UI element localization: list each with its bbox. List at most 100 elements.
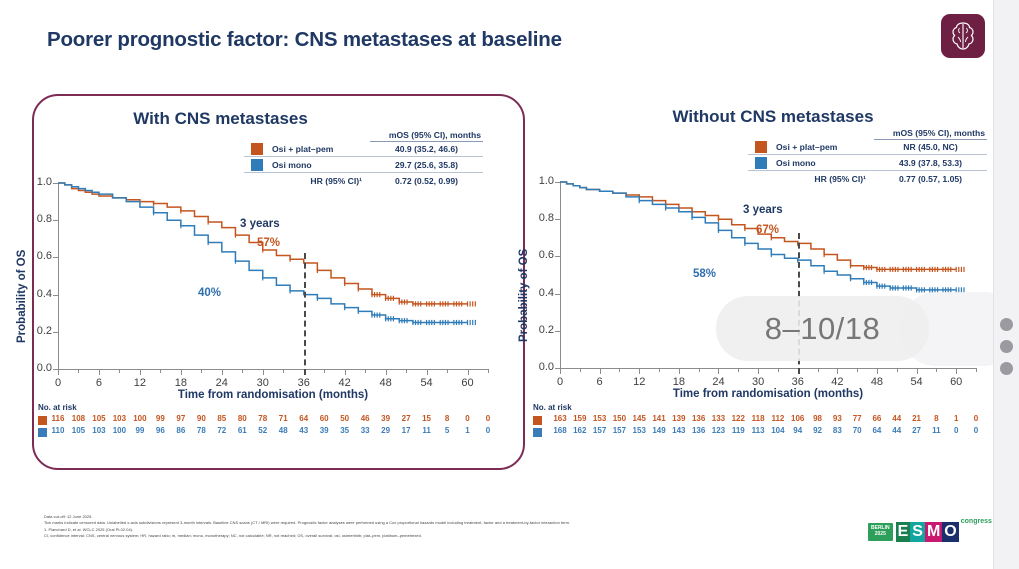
esmo-letter-o: O <box>942 522 959 542</box>
x-axis-tick-label: 54 <box>910 376 923 388</box>
y-axis-tick-label: 0.0 <box>538 361 554 373</box>
risk-value: 143 <box>672 426 686 435</box>
x-axis-tick-label: 12 <box>633 376 646 388</box>
risk-value: 77 <box>852 414 862 423</box>
risk-value: 136 <box>691 414 706 423</box>
risk-row-osi-mono: 110 105 103 100 99 96 86 78 72 61 52 48 43 39 35 33 29 17… <box>38 426 508 438</box>
risk-value: 5 <box>444 426 450 435</box>
y-axis-tick-label: 0.8 <box>36 213 52 226</box>
legend-label-osi-mono: Osi mono <box>270 156 370 173</box>
rail-dot[interactable] <box>1000 362 1013 375</box>
risk-value: 106 <box>791 414 805 423</box>
risk-value: 93 <box>832 414 842 423</box>
risk-value: 108 <box>71 414 86 423</box>
risk-value: 64 <box>299 414 309 423</box>
legend-table-left: mOS (95% CI), months Osi + plat–pem 40.9… <box>244 128 483 188</box>
x-axis-tick-mark-major <box>139 369 141 375</box>
risk-value: 46 <box>360 414 370 423</box>
esmo-letter-e: E <box>895 522 911 542</box>
risk-value: 61 <box>237 426 247 435</box>
y-axis-tick-mark <box>555 219 560 221</box>
risk-table-left: No. at risk 116 108 105 103 100 99 97 90 85 80 78 7… <box>38 403 508 438</box>
y-axis-tick-label: 0.8 <box>538 212 554 225</box>
y-axis-tick-label: 0.6 <box>36 250 52 263</box>
risk-value: 153 <box>592 414 607 423</box>
brain-icon <box>941 14 985 58</box>
risk-value: 122 <box>731 414 745 423</box>
x-axis-tick-mark-major <box>639 368 641 374</box>
esmo-city: BERLIN <box>871 525 890 532</box>
risk-value: 118 <box>751 414 765 423</box>
y-axis-tick-label: 0.0 <box>36 362 52 374</box>
three-years-label: 3 years <box>743 204 783 216</box>
risk-value: 15 <box>422 414 432 423</box>
y-axis-tick-mark <box>555 256 560 258</box>
x-axis-tick-label: 0 <box>54 377 62 389</box>
plot-area-left: Probability of OS Time from randomisatio… <box>16 176 489 401</box>
risk-value: 99 <box>155 414 165 423</box>
risk-value: 39 <box>319 426 329 435</box>
rail-dot[interactable] <box>1000 340 1013 353</box>
risk-value: 70 <box>852 426 862 435</box>
x-axis-tick-mark-major <box>180 369 182 375</box>
risk-value: 103 <box>92 426 106 435</box>
x-axis-tick-mark-minor <box>160 369 162 373</box>
x-axis-tick-mark-major <box>876 368 878 374</box>
x-axis-tick-mark-minor <box>936 368 938 372</box>
esmo-letter-m: M <box>924 522 943 542</box>
x-axis-tick-mark-minor <box>896 368 898 372</box>
right-scroll-rail[interactable] <box>993 0 1019 569</box>
esmo-suffix: congress <box>960 518 992 525</box>
risk-value: 0 <box>485 414 491 423</box>
x-axis-tick-label: 42 <box>338 377 351 389</box>
y-axis-tick-label: 0.6 <box>538 249 554 262</box>
hr-label: HR (95% CI)¹ <box>774 170 874 186</box>
risk-value: 104 <box>771 426 785 435</box>
x-axis-tick-mark-minor <box>201 369 203 373</box>
risk-row-osi-plat-pem: 163 159 153 150 145 141 139 136 133 122 118 112 106 9… <box>533 414 993 426</box>
legend-value-osi-plat-pem: 40.9 (35.2, 46.6) <box>370 141 483 157</box>
risk-value: 0 <box>465 414 470 423</box>
x-axis-tick-mark-major <box>916 368 918 374</box>
risk-value: 90 <box>196 414 206 423</box>
y-axis-tick-mark <box>53 294 58 296</box>
risk-value: 94 <box>793 426 803 435</box>
x-axis-tick-label: 0 <box>556 376 564 388</box>
chart-title: With CNS metastases <box>133 109 308 128</box>
x-axis-line <box>560 368 976 370</box>
osi-plat-pem-3yr-rate: 57% <box>257 237 281 249</box>
x-axis-tick-label: 6 <box>95 377 102 389</box>
risk-value: 86 <box>176 426 186 435</box>
risk-value: 99 <box>135 426 145 435</box>
legend-table-right: mOS (95% CI), months Osi + plat–pem NR (… <box>748 126 987 186</box>
risk-value: 0 <box>973 426 979 435</box>
hr-value: 0.77 (0.57, 1.05) <box>874 170 987 186</box>
censor-marks <box>152 210 476 326</box>
y-axis-tick-label: 0.4 <box>538 286 554 299</box>
x-axis-tick-label: 54 <box>420 377 433 389</box>
risk-value: 103 <box>112 414 127 423</box>
rail-dot[interactable] <box>1000 318 1013 331</box>
risk-value: 83 <box>832 426 842 435</box>
risk-value: 66 <box>872 414 882 423</box>
y-axis-tick-mark <box>555 182 560 183</box>
y-axis-tick-mark <box>555 368 560 369</box>
risk-value: 17 <box>401 426 411 435</box>
risk-value: 105 <box>71 426 86 435</box>
y-axis-tick-mark <box>53 369 58 370</box>
x-axis-tick-mark-major <box>221 369 223 375</box>
x-axis-tick-mark-minor <box>447 369 449 373</box>
risk-value: 97 <box>176 414 186 423</box>
risk-value: 21 <box>912 414 922 423</box>
rail-dot-group[interactable] <box>1000 318 1013 384</box>
risk-value: 1 <box>465 426 470 435</box>
risk-value: 11 <box>932 426 941 435</box>
risk-value: 98 <box>813 414 822 423</box>
risk-value: 110 <box>51 426 65 435</box>
censor-marks <box>638 194 965 273</box>
chart-without-cns-metastases: Without CNS metastases <box>525 94 993 470</box>
legend-value-osi-mono: 29.7 (25.6, 35.8) <box>370 156 483 173</box>
x-axis-tick-mark-minor <box>119 369 121 373</box>
risk-value: 113 <box>751 426 765 435</box>
risk-value: 157 <box>612 426 627 435</box>
